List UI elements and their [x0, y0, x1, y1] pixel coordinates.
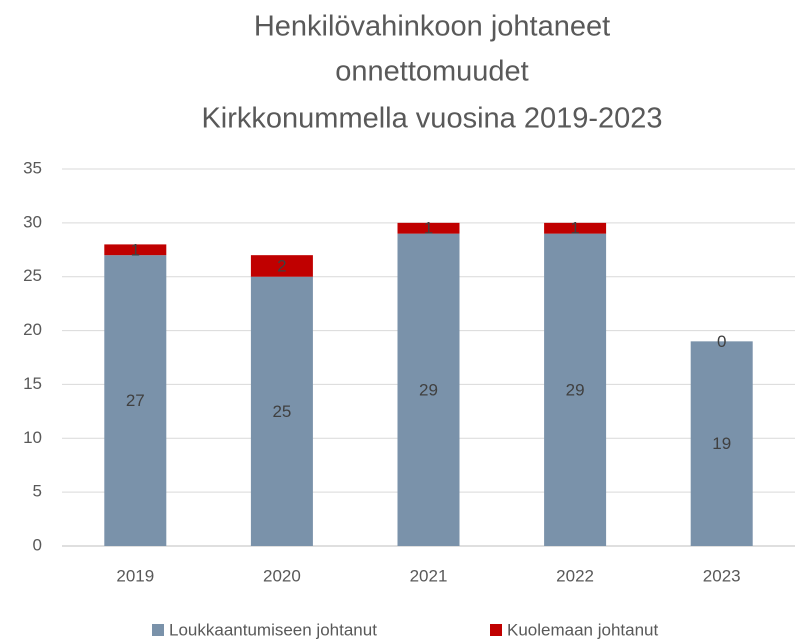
- y-tick-label: 30: [23, 212, 42, 231]
- bar: [544, 233, 607, 546]
- x-tick-label: 2022: [556, 566, 594, 585]
- y-tick-label: 5: [33, 482, 42, 501]
- value-label: 1: [424, 219, 433, 238]
- y-tick-label: 15: [23, 374, 42, 393]
- bar: [397, 222, 460, 234]
- x-tick-label: 2021: [410, 566, 448, 585]
- legend-label: Kuolemaan johtanut: [507, 620, 659, 639]
- y-tick-label: 25: [23, 266, 42, 285]
- y-tick-label: 20: [23, 320, 42, 339]
- legend-label: Loukkaantumiseen johtanut: [169, 620, 377, 639]
- value-label: 1: [131, 240, 140, 259]
- value-label: 25: [272, 402, 291, 421]
- x-tick-label: 2023: [703, 566, 741, 585]
- x-tick-label: 2019: [116, 566, 154, 585]
- bar: [397, 233, 460, 546]
- legend-swatch: [490, 624, 502, 636]
- y-tick-label: 35: [23, 158, 42, 177]
- chart-title: Kirkkonummella vuosina 2019-2023: [201, 103, 662, 135]
- chart-title: Henkilövahinkoon johtaneet: [254, 11, 610, 43]
- x-tick-label: 2020: [263, 566, 301, 585]
- value-label: 29: [419, 380, 438, 399]
- value-label: 27: [126, 391, 145, 410]
- value-label: 29: [566, 380, 585, 399]
- y-tick-label: 10: [23, 428, 42, 447]
- bar: [104, 244, 167, 256]
- value-label: 19: [712, 434, 731, 453]
- bar: [690, 341, 753, 546]
- value-label: 1: [570, 219, 579, 238]
- value-label: 0: [717, 332, 726, 351]
- bar: [544, 222, 607, 234]
- bar: [104, 255, 167, 546]
- value-label: 2: [277, 256, 286, 275]
- y-tick-label: 0: [33, 535, 42, 554]
- chart-title: onnettomuudet: [335, 56, 528, 88]
- bar: [250, 276, 313, 546]
- bar: [250, 255, 313, 277]
- legend-swatch: [152, 624, 164, 636]
